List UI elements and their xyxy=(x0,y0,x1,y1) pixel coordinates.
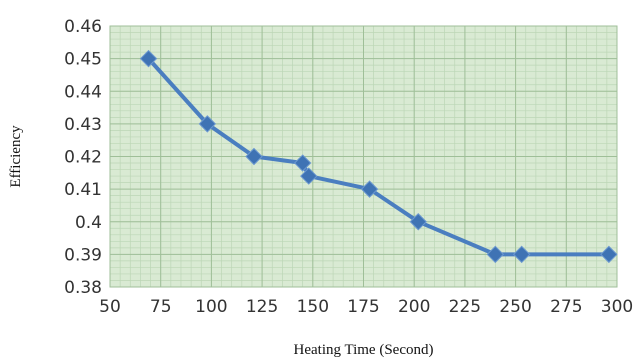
series-layer xyxy=(139,49,618,264)
y-axis-ticks: 0.38 0.39 0.4 0.41 0.42 0.43 0.44 0.45 0.46 xyxy=(64,17,102,298)
x-tick-label: 200 xyxy=(398,297,430,317)
data-point-marker xyxy=(198,115,217,133)
y-axis-title: Efficiency xyxy=(8,125,24,188)
x-tick-label: 50 xyxy=(99,297,121,317)
data-point-marker xyxy=(600,245,618,264)
data-point-marker xyxy=(293,154,312,172)
y-tick-label: 0.43 xyxy=(64,115,102,135)
x-tick-label: 150 xyxy=(297,297,329,317)
data-point-marker xyxy=(512,245,531,264)
y-tick-label: 0.38 xyxy=(64,278,102,298)
y-tick-label: 0.4 xyxy=(75,213,102,233)
plot-border xyxy=(109,25,618,288)
y-tick-label: 0.46 xyxy=(64,17,102,37)
x-tick-label: 275 xyxy=(550,297,582,317)
data-point-marker xyxy=(300,167,318,185)
x-tick-label: 175 xyxy=(347,297,379,317)
y-tick-label: 0.42 xyxy=(64,148,102,168)
y-tick-label: 0.41 xyxy=(64,180,102,200)
x-axis-ticks: 50 75 100 125 150 175 200 225 250 275 300 xyxy=(99,297,633,317)
data-point-marker xyxy=(139,49,158,68)
data-point-marker xyxy=(409,213,427,231)
x-tick-label: 225 xyxy=(449,297,481,317)
x-tick-label: 300 xyxy=(601,297,633,317)
y-tick-label: 0.45 xyxy=(64,50,102,70)
x-tick-label: 100 xyxy=(195,297,227,317)
x-tick-label: 250 xyxy=(499,297,531,317)
x-axis-title: Heating Time (Second) xyxy=(294,342,434,358)
x-tick-label: 125 xyxy=(246,297,278,317)
data-point-marker xyxy=(245,147,263,166)
x-tick-label: 75 xyxy=(150,297,172,317)
y-tick-label: 0.39 xyxy=(64,245,102,265)
series-line xyxy=(146,56,611,257)
data-point-marker xyxy=(360,180,379,198)
y-tick-label: 0.44 xyxy=(64,82,102,102)
data-point-marker xyxy=(486,245,505,264)
